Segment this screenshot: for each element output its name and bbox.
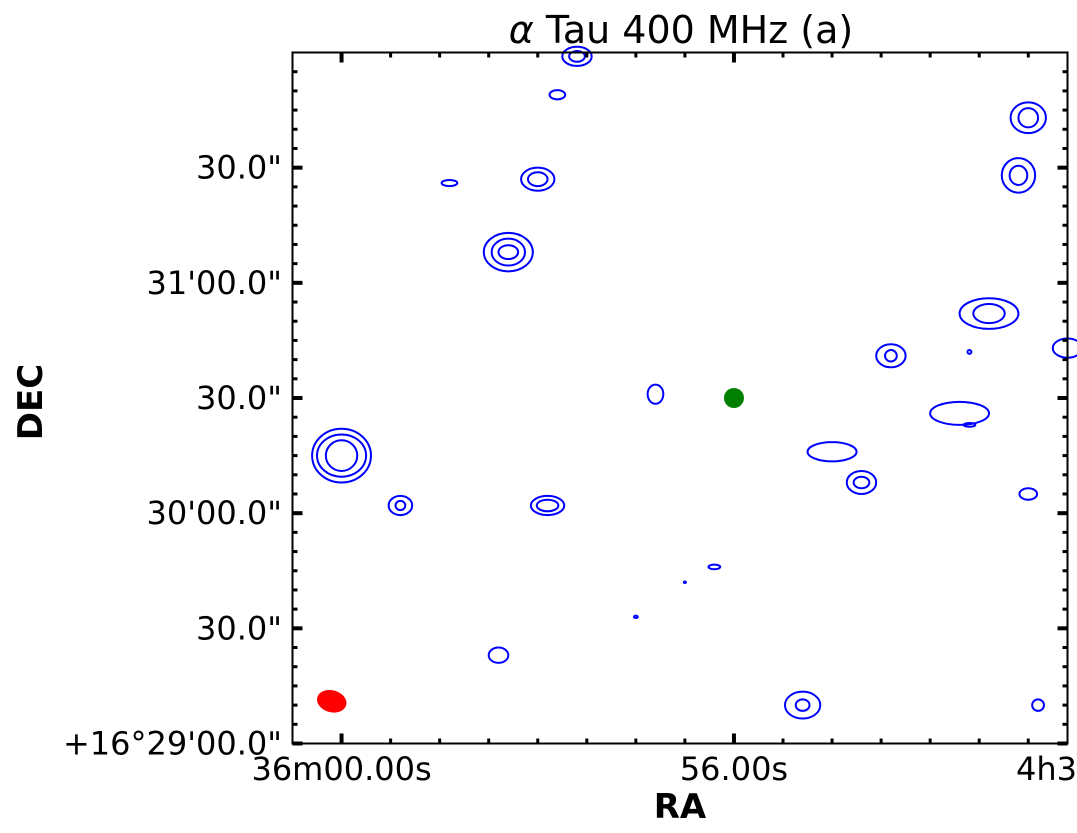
chart-title: α Tau 400 MHz (a) (509, 8, 853, 52)
contour-3-level-0 (440, 178, 459, 188)
contour-11-level-0 (646, 383, 665, 405)
contour-6-level-1 (490, 237, 526, 267)
contour-18-level-1 (394, 499, 407, 512)
contour-24-level-0 (783, 690, 822, 720)
contour-0-level-0 (561, 45, 593, 67)
contour-9-level-1 (884, 349, 898, 363)
title-alpha-symbol: α (509, 8, 534, 52)
marker-layer (316, 388, 744, 713)
tick-layer (292, 52, 1068, 746)
x-axis-label: RA (654, 787, 707, 827)
contour-6-level-0 (482, 231, 534, 273)
y-tick-label-1: 31'00.0" (147, 264, 282, 302)
contour-16-level-0 (845, 469, 878, 495)
contour-5-level-1 (1008, 164, 1029, 186)
y-axis-label: DEC (11, 364, 51, 440)
contour-14-level-1 (316, 433, 368, 478)
y-tick-label-4: 30.0" (196, 609, 282, 647)
contour-7-level-0 (958, 297, 1020, 330)
contour-1-level-0 (548, 89, 567, 101)
contour-12-level-0 (929, 400, 991, 426)
contour-19-level-1 (535, 498, 560, 513)
star-position-marker (723, 388, 744, 408)
contour-7-level-1 (972, 302, 1006, 325)
y-tick-label-0: 30.0" (196, 149, 282, 187)
beam-ellipse-marker (316, 689, 347, 713)
contour-16-level-1 (852, 475, 871, 490)
contour-2-level-0 (1009, 101, 1047, 135)
x-tick-label-0: 36m00.00s (251, 750, 431, 788)
x-tick-label-1: 56.00s (680, 750, 788, 788)
contour-4-level-1 (526, 171, 549, 188)
contour-14-level-0 (311, 427, 372, 484)
plot-frame (291, 51, 1069, 745)
contour-2-level-1 (1017, 107, 1040, 129)
contour-10-level-0 (966, 349, 973, 355)
contour-18-level-0 (387, 494, 414, 517)
title-text: Tau 400 MHz (a) (534, 8, 853, 52)
contour-20-level-0 (707, 563, 722, 571)
x-tick-labels: 36m00.00s 56.00s 4h35m52.00s (251, 750, 1077, 788)
y-tick-labels: 30.0" 31'00.0" 30.0" 30'00.0" 30.0" +16°29'00… (63, 149, 282, 763)
y-tick-label-3: 30'00.0" (147, 494, 282, 532)
y-tick-label-5: +16°29'00.0" (63, 725, 282, 763)
contour-14-level-2 (324, 439, 359, 472)
contour-19-level-0 (529, 494, 566, 517)
contour-4-level-0 (520, 166, 556, 192)
contour-0-level-1 (568, 49, 586, 63)
contour-5-level-0 (1000, 157, 1037, 194)
contour-23-level-0 (487, 646, 510, 664)
contour-9-level-0 (875, 343, 907, 369)
contour-6-level-2 (497, 244, 520, 261)
y-tick-label-2: 30.0" (196, 379, 282, 417)
contour-13-level-0 (962, 421, 977, 428)
contour-layer (311, 45, 1077, 720)
contour-21-level-0 (682, 580, 687, 585)
contour-25-level-0 (1031, 698, 1045, 712)
contour-22-level-0 (632, 614, 639, 619)
contour-24-level-1 (794, 698, 811, 712)
contour-17-level-0 (1018, 487, 1039, 501)
contour-15-level-0 (806, 441, 858, 463)
x-tick-label-2: 4h35m52.00s (1016, 750, 1077, 788)
